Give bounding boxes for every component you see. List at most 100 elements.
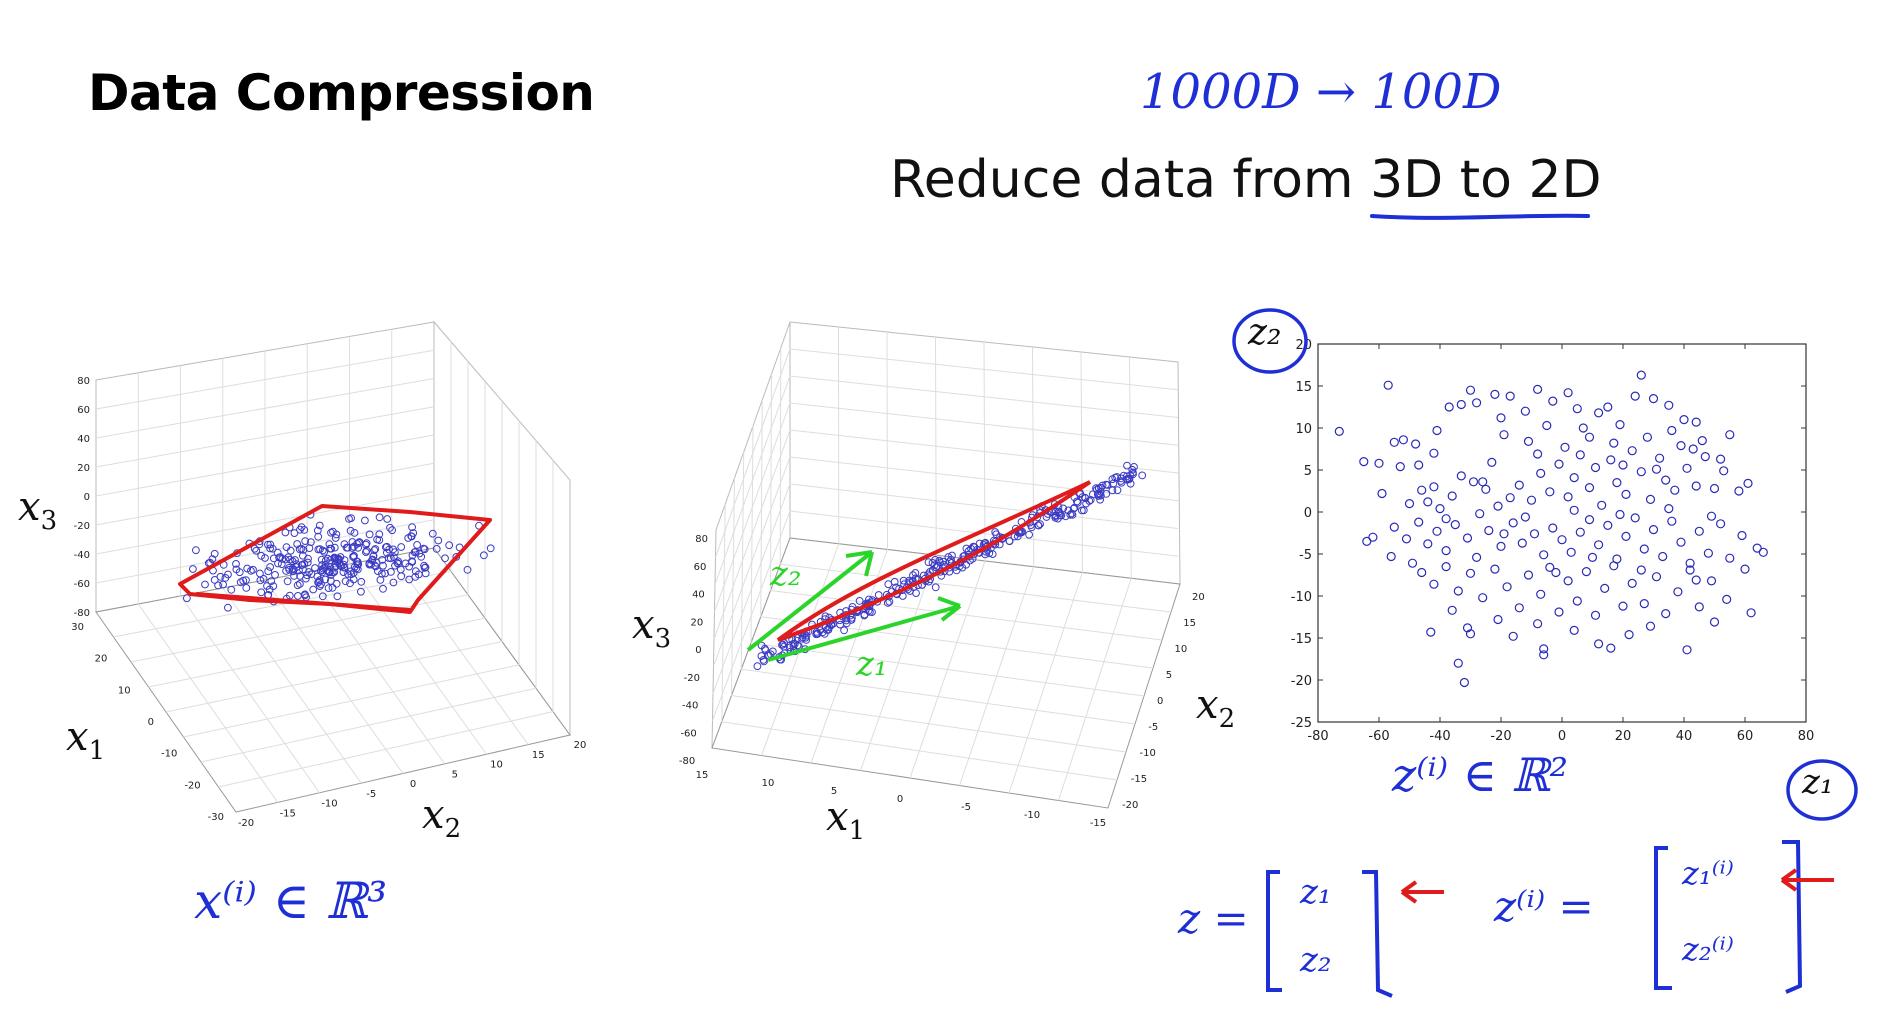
scatter-point [1529,529,1540,539]
left-point [413,541,422,549]
mid-point [1098,481,1107,490]
left-point [249,565,257,574]
left-point [256,576,265,585]
left-x2-tick: 20 [574,740,587,751]
zi-vector-entry-1: z₁⁽ⁱ⁾ [1682,854,1734,892]
left-point [317,555,326,564]
circle-z1 [1786,759,1858,821]
scatter-point [1609,438,1619,448]
left-x2-tick: 10 [490,760,503,771]
scatter-point [1456,471,1466,481]
scatter-point [1719,466,1729,476]
scatter-point [1493,501,1503,511]
scatter-point [1441,561,1451,572]
left-point [307,570,316,578]
mid-point [1109,479,1118,488]
scatter-point [1548,523,1558,533]
scatter-point [1590,462,1601,473]
scatter-x-tick: 40 [1676,729,1693,744]
green-arrow-z2 [746,550,874,652]
scatter-point [1481,484,1491,494]
scatter-point [1575,450,1585,460]
scatter-point [1725,430,1735,440]
green-arrow-z1 [767,604,961,662]
left-point [327,528,335,537]
left-point [288,564,297,573]
mid-point [898,592,907,600]
mid-x1-tick: 5 [831,786,837,797]
scatter-point [1459,677,1470,688]
left-point [383,548,391,557]
left-point [266,540,275,549]
left-point [415,549,424,558]
scatter-point [1414,460,1424,470]
left-point [352,557,361,566]
scatter-point [1627,446,1637,456]
scatter-point [1554,459,1564,469]
z-in-r2-note: z⁽ⁱ⁾ ∈ ℝ² [1392,748,1569,802]
left-point [401,559,410,568]
scatter-point [1734,486,1744,496]
left-point [263,582,271,590]
scatter-point [1645,494,1656,504]
scatter-x-tick: 20 [1615,729,1632,744]
left-z-tick: 20 [77,463,90,474]
scatter-point [1362,536,1372,547]
scatter-point [1600,583,1610,594]
left-x2-tick: -5 [366,789,376,800]
scatter-point [1572,596,1582,606]
scatter-point [1520,512,1531,522]
scatter-ticks: -25 -20 -15 -10 -5 0 5 10 15 20 -80 -60 -40 -20 0 20 40 6… [1291,338,1815,744]
mid-z-tick: -60 [680,728,696,739]
scatter-x-tick: -40 [1429,729,1450,744]
left-z-tick: 80 [77,376,90,387]
mid-z-tick: 20 [690,617,703,628]
left-x1-tick: -30 [208,812,224,823]
left-point [271,571,279,579]
scatter-point [1554,607,1564,617]
scatter-point [1499,430,1509,440]
mid-x2-tick: -15 [1131,774,1147,785]
scatter-point [1682,463,1692,473]
left-point [373,535,382,544]
scatter-point [1593,408,1604,418]
scatter-point [1447,605,1457,615]
scatter-point [1645,621,1656,631]
scatter-x-tick: 80 [1798,729,1815,744]
mid-point [981,550,990,559]
left-point [286,555,294,564]
mid-point [1056,511,1064,520]
left-point [397,543,406,551]
left-x1-tick: 30 [71,622,84,633]
left-point [257,551,266,560]
scatter-point [1694,526,1704,536]
scatter-point [1593,540,1604,550]
mid-point [1123,461,1131,470]
left-point [389,545,398,554]
left-point [387,568,395,576]
mid-point [1078,506,1086,515]
left-point [266,544,275,553]
scatter-point [1673,587,1683,597]
left-point [227,585,236,594]
left-point [189,565,197,573]
scatter-point [1414,517,1424,527]
scatter-point [1532,449,1543,459]
scatter-point [1715,519,1726,529]
scatter-point [1581,566,1592,577]
left-point [367,560,376,569]
left-point [293,540,302,548]
scatter-point [1401,534,1412,544]
left-point [219,580,228,589]
left-point [381,569,390,578]
subtitle-underlined: 3D to 2D [1370,150,1602,210]
scatter-y-tick: 5 [1304,464,1312,479]
left-x3-label: x3 [18,484,58,536]
left-point [239,576,248,585]
mid-point [1067,509,1076,518]
left-z-tick: 40 [77,434,90,445]
scatter-point [1429,448,1439,458]
scatter-point [1465,568,1476,578]
mid-point [778,641,786,649]
